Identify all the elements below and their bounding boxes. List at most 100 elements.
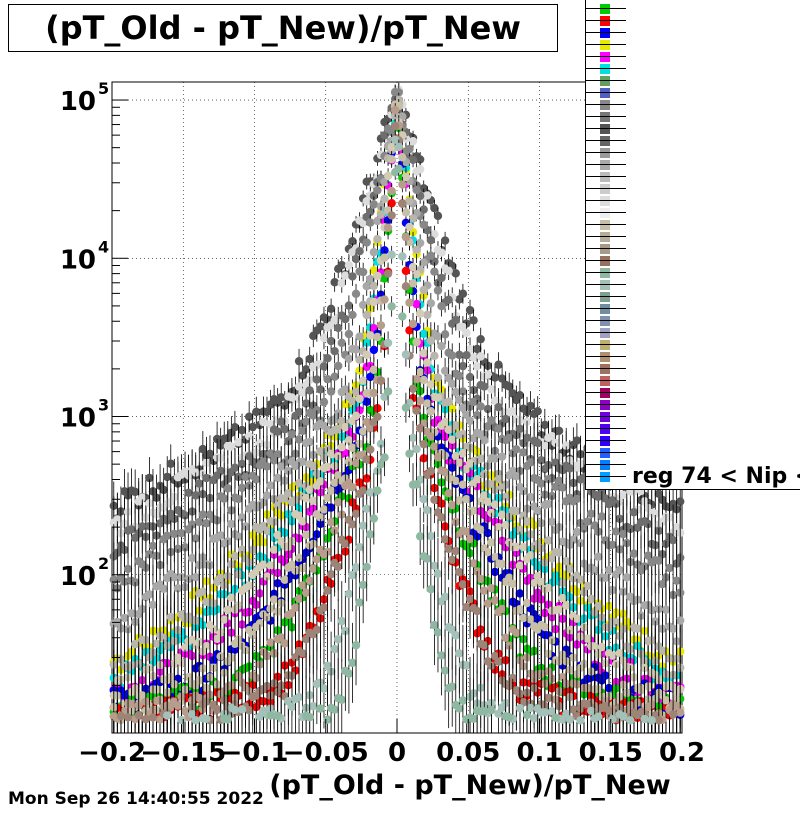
data-point	[430, 203, 439, 213]
data-point	[309, 461, 318, 471]
data-point	[512, 628, 521, 637]
data-point	[298, 457, 307, 467]
data-point	[230, 463, 240, 472]
data-point	[608, 651, 617, 660]
data-point	[565, 564, 574, 574]
data-point	[440, 236, 450, 245]
data-point	[391, 105, 400, 115]
data-point	[583, 517, 592, 526]
data-point	[198, 444, 208, 454]
data-point	[419, 329, 428, 339]
data-point	[187, 553, 197, 563]
data-point	[202, 519, 211, 528]
data-point	[590, 566, 599, 575]
data-point	[426, 407, 436, 416]
data-point	[358, 376, 368, 385]
data-point	[330, 372, 339, 381]
data-point	[619, 490, 628, 499]
data-point	[654, 556, 664, 566]
data-point	[522, 517, 532, 526]
data-point	[316, 513, 325, 522]
data-point	[287, 430, 297, 439]
data-point	[348, 397, 357, 406]
data-point	[661, 696, 671, 705]
data-point	[373, 234, 382, 244]
data-point	[419, 205, 428, 214]
data-point	[109, 575, 118, 584]
data-point	[130, 639, 140, 649]
data-point	[351, 345, 361, 354]
data-point	[476, 574, 485, 584]
data-point	[287, 560, 297, 569]
data-point	[255, 619, 265, 628]
data-point	[668, 624, 678, 633]
data-point	[344, 436, 354, 445]
data-point	[273, 501, 282, 510]
data-point	[472, 361, 482, 371]
data-point	[187, 520, 197, 529]
data-point	[508, 579, 517, 589]
data-point	[565, 464, 574, 473]
data-point	[134, 711, 143, 720]
data-point	[362, 350, 371, 360]
data-point	[462, 527, 471, 536]
data-point	[465, 305, 475, 315]
data-point	[519, 613, 528, 623]
data-point	[387, 155, 396, 164]
data-point	[430, 442, 439, 451]
data-point	[294, 356, 304, 366]
data-point	[341, 314, 350, 324]
data-point	[540, 420, 550, 430]
data-point	[437, 273, 446, 283]
data-point	[326, 336, 336, 346]
data-point	[469, 506, 478, 515]
data-point	[547, 517, 557, 526]
data-point	[522, 598, 532, 608]
data-point	[227, 442, 236, 451]
data-point	[615, 649, 624, 658]
data-point	[572, 614, 582, 623]
data-point	[537, 577, 546, 587]
data-point	[515, 561, 525, 570]
data-point	[334, 361, 343, 371]
data-point	[405, 222, 414, 232]
data-point	[369, 345, 379, 355]
data-point	[362, 338, 371, 347]
data-point	[462, 494, 471, 504]
data-point	[351, 254, 361, 264]
data-point	[166, 459, 175, 468]
data-point	[465, 594, 475, 604]
data-point	[244, 581, 254, 590]
data-point	[241, 472, 250, 482]
data-point	[494, 424, 503, 433]
data-point	[487, 538, 496, 547]
data-point	[173, 584, 183, 593]
data-point	[191, 573, 200, 582]
data-point	[262, 462, 272, 471]
data-point	[472, 344, 482, 354]
data-point	[380, 177, 389, 187]
data-point	[173, 544, 183, 554]
data-point	[419, 349, 428, 358]
data-point	[672, 701, 681, 711]
data-point	[540, 442, 550, 451]
data-point	[230, 422, 240, 432]
data-point	[448, 351, 457, 360]
data-point	[116, 711, 126, 721]
data-point	[369, 247, 379, 257]
data-point	[301, 493, 311, 503]
data-point	[451, 387, 460, 397]
data-point	[348, 272, 357, 281]
data-point	[423, 191, 432, 200]
data-point	[505, 573, 514, 582]
data-point	[562, 601, 571, 610]
data-point	[558, 593, 567, 603]
data-point	[405, 298, 414, 307]
data-point	[316, 447, 325, 456]
data-point	[237, 545, 247, 554]
data-point	[405, 197, 414, 206]
data-point	[415, 424, 425, 433]
data-point	[494, 402, 503, 412]
data-point	[369, 200, 379, 209]
data-point	[180, 706, 190, 716]
